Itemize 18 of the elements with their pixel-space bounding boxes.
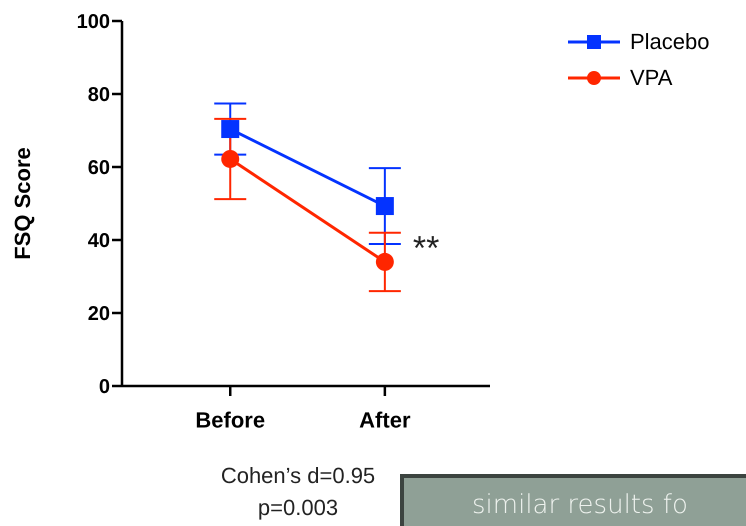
y-tick-label: 40 — [88, 230, 110, 252]
text: Cohen’s d=0.95 — [220, 462, 376, 490]
point — [376, 197, 394, 216]
y-axis-title: FSQ Score — [10, 147, 35, 260]
y-tick-label: 0 — [98, 376, 110, 398]
x-tick-label: Before — [195, 408, 266, 433]
annotation: ** — [412, 229, 440, 268]
legend-label: VPA — [630, 65, 672, 91]
y-tick-label: 80 — [88, 84, 110, 106]
y-tick-label: 60 — [88, 157, 110, 180]
point — [221, 120, 240, 138]
point — [376, 252, 394, 271]
point — [221, 150, 240, 168]
text: p=0.003 — [256, 494, 340, 522]
x-tick-label: After — [359, 408, 411, 433]
y-tick-label: 100 — [76, 11, 110, 34]
legend-label: Placebo — [630, 29, 710, 55]
y-tick-label: 20 — [88, 303, 110, 326]
